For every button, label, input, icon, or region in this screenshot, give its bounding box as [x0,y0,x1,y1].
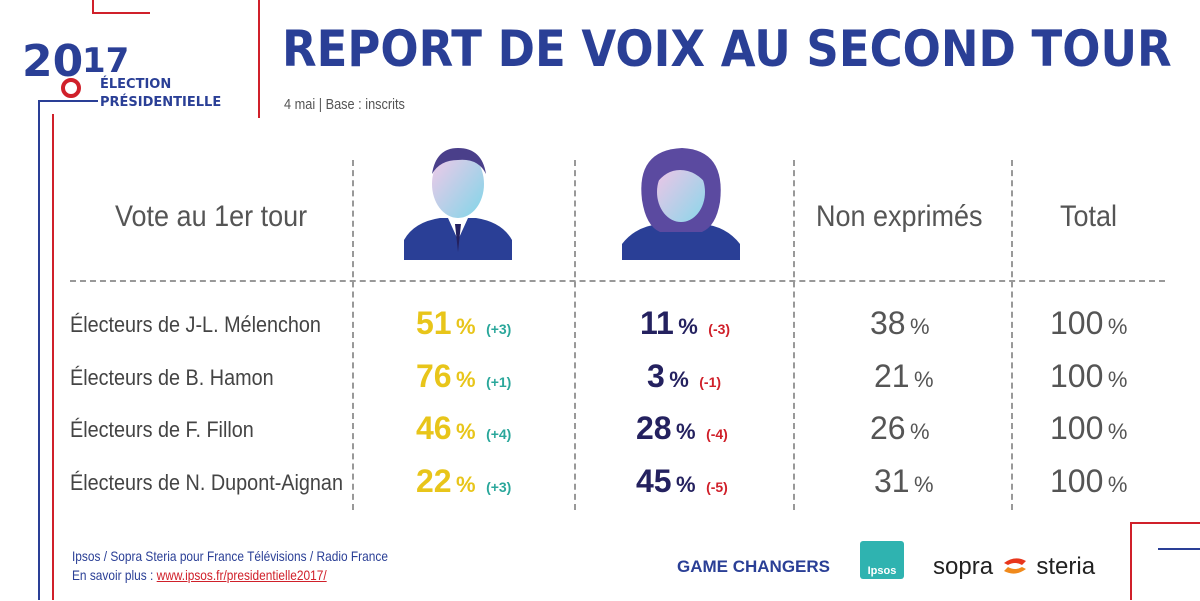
logo-graphic: 20 17 ÉLECTION PRÉSIDENTIELLE [22,36,221,110]
macron-cell: 22 % (+3) [416,463,511,500]
frame-red-right-h [1130,522,1200,524]
macron-cell: 76 % (+1) [416,358,511,395]
pct-sign: % [456,472,476,497]
macron-value: 46 [416,410,452,446]
election-logo: 20 17 ÉLECTION PRÉSIDENTIELLE [18,18,238,118]
macron-delta: (+3) [486,321,512,337]
frame-blue-h [38,100,98,102]
ipsos-logo-text: Ipsos [867,565,897,577]
macron-value: 22 [416,463,452,499]
total-value: 100 [1050,305,1104,341]
pct-sign: % [456,419,476,444]
total-cell: 100 % [1050,358,1127,395]
pct-sign: % [669,367,689,392]
non-cell: 21 % [874,358,934,395]
lepen-cell: 3 % (-1) [647,358,721,395]
pct-sign: % [1107,472,1128,497]
row-label: Électeurs de F. Fillon [70,417,254,442]
row-label: Électeurs de B. Hamon [70,365,274,390]
lepen-cell: 45 % (-5) [636,463,728,500]
footer-more-label: En savoir plus : [72,567,154,583]
col-divider-3 [793,160,795,510]
macron-delta: (+1) [486,374,512,390]
page-subtitle: 4 mai | Base : inscrits [284,96,405,113]
total-cell: 100 % [1050,410,1127,447]
sopra-text: sopra [933,553,994,580]
macron-portrait [404,140,512,260]
steria-text: steria [1036,553,1096,580]
pct-sign: % [676,419,696,444]
pct-sign: % [910,419,930,444]
non-cell: 38 % [870,305,930,342]
logo-line2: PRÉSIDENTIELLE [100,94,221,110]
game-changers-text: GAME CHANGERS [677,557,831,576]
col-header-total: Total [1060,200,1118,233]
macron-delta: (+4) [486,426,512,442]
lepen-cell: 11 % (-3) [640,305,730,342]
col-header-non: Non exprimés [816,200,983,233]
pct-sign: % [678,314,698,339]
total-cell: 100 % [1050,305,1127,342]
ipsos-logo: Ipsos [860,541,904,579]
footer-source: Ipsos / Sopra Steria pour France Télévis… [72,548,388,564]
macron-cell: 46 % (+4) [416,410,511,447]
col-divider-4 [1011,160,1013,510]
logo-digits-right: 17 [82,41,129,81]
pct-sign: % [914,472,934,497]
pct-sign: % [1107,419,1128,444]
total-value: 100 [1050,410,1104,446]
total-cell: 100 % [1050,463,1127,500]
lepen-delta: (-4) [706,426,728,442]
macron-cell: 51 % (+3) [416,305,511,342]
lepen-delta: (-5) [706,479,728,495]
frame-red-left [52,114,54,600]
footer-more-link[interactable]: www.ipsos.fr/presidentielle2017/ [156,567,327,583]
pct-sign: % [456,367,476,392]
footer-more: En savoir plus : www.ipsos.fr/presidenti… [72,567,327,583]
frame-red-right-v [1130,522,1132,600]
sopra-steria-icon [1003,558,1026,574]
page-title: REPORT DE VOIX AU SECOND TOUR [282,20,1172,78]
logo-line1: ÉLECTION [100,76,171,92]
pct-sign: % [914,367,934,392]
frame-red-vert [258,0,260,118]
total-value: 100 [1050,463,1104,499]
non-cell: 26 % [870,410,930,447]
sopra-steria-logo: sopra steria [933,553,1095,581]
lepen-portrait [622,140,740,260]
lepen-cell: 28 % (-4) [636,410,728,447]
col-divider-2 [574,160,576,510]
frame-blue-vert [38,100,40,600]
lepen-value: 11 [640,305,674,341]
frame-red-top-h [92,12,150,14]
pct-sign: % [456,314,476,339]
lepen-value: 45 [636,463,672,499]
header-divider [70,280,1165,282]
frame-red-top [92,0,94,12]
non-cell: 31 % [874,463,934,500]
col-header-vote: Vote au 1er tour [115,200,308,233]
non-value: 31 [874,463,910,499]
macron-value: 76 [416,358,452,394]
non-value: 26 [870,410,906,446]
pct-sign: % [1107,367,1128,392]
macron-value: 51 [416,305,452,341]
lepen-value: 3 [647,358,665,394]
pct-sign: % [676,472,696,497]
col-divider-1 [352,160,354,510]
pct-sign: % [910,314,930,339]
pct-sign: % [1107,314,1128,339]
row-label: Électeurs de J-L. Mélenchon [70,312,321,337]
lepen-value: 28 [636,410,672,446]
non-value: 21 [874,358,910,394]
logo-circle [61,78,81,98]
row-label: Électeurs de N. Dupont-Aignan [70,470,343,495]
non-value: 38 [870,305,906,341]
lepen-delta: (-1) [699,374,722,390]
total-value: 100 [1050,358,1104,394]
lepen-delta: (-3) [708,321,731,337]
frame-blue-right-h [1158,548,1200,550]
macron-delta: (+3) [486,479,512,495]
